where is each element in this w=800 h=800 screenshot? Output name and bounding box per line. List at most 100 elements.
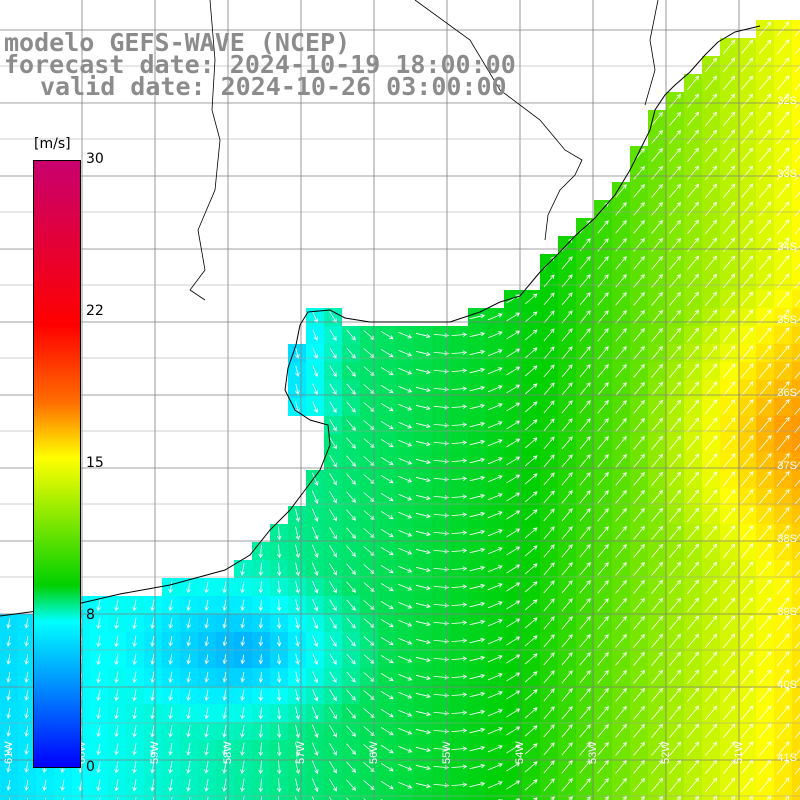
wind-arrow: [295, 706, 300, 720]
wind-arrow: [651, 435, 664, 450]
wind-speed-cell: [792, 632, 800, 650]
wind-arrow: [597, 562, 609, 576]
wind-arrow: [758, 183, 772, 199]
wind-arrow: [704, 399, 718, 415]
wind-arrow: [380, 510, 394, 520]
wind-arrow: [433, 333, 450, 338]
wind-arrow: [633, 597, 645, 612]
wind-arrow: [633, 327, 645, 342]
wind-arrow: [633, 543, 645, 558]
wind-arrow: [615, 579, 627, 594]
wind-arrow: [258, 636, 264, 647]
wind-arrow: [722, 507, 736, 523]
wind-arrow: [415, 782, 432, 789]
wind-arrow: [240, 672, 245, 683]
longitude-label: 54W: [514, 741, 526, 764]
wind-speed-cell: [234, 794, 252, 800]
wind-arrow: [543, 310, 555, 324]
wind-arrow: [651, 255, 663, 270]
wind-arrow: [651, 165, 663, 180]
colorbar-tick-label: 30: [86, 151, 104, 167]
wind-arrow: [398, 763, 413, 771]
wind-arrow: [794, 47, 800, 55]
wind-arrow: [686, 489, 700, 505]
wind-arrow: [415, 530, 431, 537]
wind-arrow: [132, 617, 137, 630]
wind-arrow: [433, 747, 450, 752]
wind-arrow: [633, 615, 646, 630]
wind-arrow: [451, 386, 468, 391]
wind-speed-cell: [90, 794, 108, 800]
wind-arrow: [415, 674, 431, 681]
wind-arrow: [597, 418, 609, 432]
wind-arrow: [132, 689, 137, 702]
wind-arrow: [669, 507, 682, 522]
wind-arrow: [433, 693, 450, 698]
wind-arrow: [451, 566, 468, 571]
wind-arrow: [615, 759, 627, 774]
wind-arrow: [295, 383, 300, 395]
wind-arrow: [794, 173, 800, 181]
wind-arrow: [543, 634, 555, 648]
wind-arrow: [704, 705, 718, 721]
wind-arrow: [398, 727, 413, 735]
wind-arrow: [568, 796, 573, 800]
wind-arrow: [433, 585, 450, 590]
wind-arrow: [776, 273, 790, 289]
wind-arrow: [722, 309, 736, 325]
wind-arrow: [687, 651, 700, 666]
wind-arrow: [794, 65, 800, 73]
wind-arrow: [740, 471, 754, 487]
wind-arrow: [794, 515, 800, 523]
wind-arrow: [705, 219, 718, 234]
wind-arrow: [295, 544, 300, 559]
wind-arrow: [433, 369, 450, 374]
wind-arrow: [794, 209, 800, 217]
wind-arrow: [204, 724, 209, 738]
wind-arrow: [380, 708, 394, 718]
wind-arrow: [669, 309, 682, 324]
wind-speed-cell: [738, 794, 756, 800]
wind-arrow: [633, 201, 645, 216]
wind-arrow: [415, 638, 431, 645]
longitude-label: 59W: [149, 741, 161, 764]
wind-arrow: [651, 147, 663, 162]
wind-arrow: [579, 742, 591, 756]
wind-arrow: [398, 547, 413, 555]
wind-arrow: [204, 671, 209, 683]
wind-arrow: [776, 741, 790, 757]
wind-arrow: [398, 421, 413, 429]
wind-arrow: [579, 436, 591, 450]
wind-arrow: [6, 779, 11, 791]
wind-speed-cell: [792, 434, 800, 452]
wind-arrow: [794, 371, 800, 379]
wind-arrow: [722, 435, 736, 451]
wind-speed-cell: [450, 794, 468, 800]
wind-arrow: [150, 689, 155, 702]
wind-arrow: [240, 562, 245, 576]
wind-arrow: [794, 299, 800, 307]
wind-arrow: [114, 671, 119, 684]
wind-arrow: [276, 653, 282, 665]
wind-speed-cell: [792, 74, 800, 92]
wind-arrow: [687, 579, 700, 594]
wind-arrow: [651, 543, 664, 558]
wind-arrow: [380, 456, 394, 466]
wind-arrow: [561, 598, 573, 612]
wind-arrow: [776, 21, 790, 37]
wind-arrow: [740, 561, 754, 577]
wind-arrow: [204, 654, 210, 665]
wind-arrow: [543, 598, 555, 612]
wind-speed-cell: [756, 794, 774, 800]
wind-arrow: [776, 597, 790, 613]
wind-arrow: [615, 400, 627, 414]
wind-arrow: [451, 782, 468, 787]
wind-arrow: [633, 723, 646, 738]
wind-arrow: [776, 669, 790, 685]
wind-arrow: [312, 401, 318, 414]
wind-arrow: [346, 383, 356, 395]
wind-arrow: [686, 777, 700, 793]
wind-arrow: [204, 760, 209, 774]
wind-arrow: [794, 443, 800, 451]
wind-arrow: [312, 653, 318, 666]
